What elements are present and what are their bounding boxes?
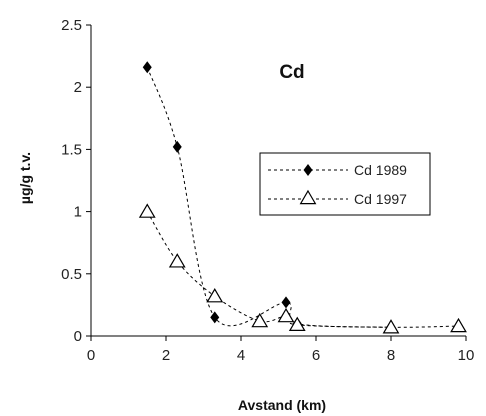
legend: Cd 1989 Cd 1997 xyxy=(259,152,431,216)
series-line-cd-1989 xyxy=(146,67,392,328)
y-tick-label: 0 xyxy=(74,328,82,345)
y-ticks: 0 0.5 1 1.5 2 2.5 xyxy=(61,17,91,345)
legend-item-cd-1989: Cd 1989 xyxy=(268,162,407,178)
x-tick-label: 4 xyxy=(237,347,245,364)
data-point-cd-1997 xyxy=(251,312,269,328)
data-point-cd-1997 xyxy=(138,203,156,218)
legend-label-cd-1997: Cd 1997 xyxy=(354,191,407,207)
x-tick-label: 8 xyxy=(387,347,395,364)
x-ticks: 0 2 4 6 8 10 xyxy=(87,336,475,364)
data-point-cd-1997 xyxy=(206,288,224,303)
legend-item-cd-1997: Cd 1997 xyxy=(268,189,407,207)
data-point-cd-1989 xyxy=(172,140,182,153)
plot-area: 0 0.5 1 1.5 2 2.5 0 2 4 6 8 10 xyxy=(61,17,474,364)
data-point-cd-1997 xyxy=(382,319,400,334)
data-point-cd-1997 xyxy=(168,253,186,268)
series-lines xyxy=(146,67,459,328)
legend-label-cd-1989: Cd 1989 xyxy=(354,162,407,178)
x-tick-label: 10 xyxy=(458,347,475,364)
legend-marker-cd-1989 xyxy=(303,164,313,176)
y-axis-title: µg/g t.v. xyxy=(17,152,33,204)
data-point-cd-1997 xyxy=(288,316,306,332)
chart-title: Cd xyxy=(279,62,304,83)
x-axis-title: Avstand (km) xyxy=(238,397,326,413)
data-point-cd-1989 xyxy=(281,296,291,309)
data-point-cd-1989 xyxy=(210,311,220,324)
y-tick-label: 1 xyxy=(74,204,82,221)
legend-marker-cd-1997 xyxy=(299,189,317,205)
data-point-cd-1997 xyxy=(450,317,467,333)
y-tick-label: 2.5 xyxy=(61,17,82,34)
y-tick-label: 0.5 xyxy=(61,266,82,283)
legend-box xyxy=(259,152,431,216)
series-line-cd-1997 xyxy=(146,211,459,328)
x-tick-label: 6 xyxy=(312,347,320,364)
x-tick-label: 2 xyxy=(162,347,170,364)
data-point-cd-1989 xyxy=(142,61,152,74)
y-tick-label: 2 xyxy=(74,79,82,96)
series-marks xyxy=(138,61,467,334)
data-point-cd-1997 xyxy=(277,307,295,323)
x-tick-label: 0 xyxy=(87,347,95,364)
y-tick-label: 1.5 xyxy=(61,141,82,158)
